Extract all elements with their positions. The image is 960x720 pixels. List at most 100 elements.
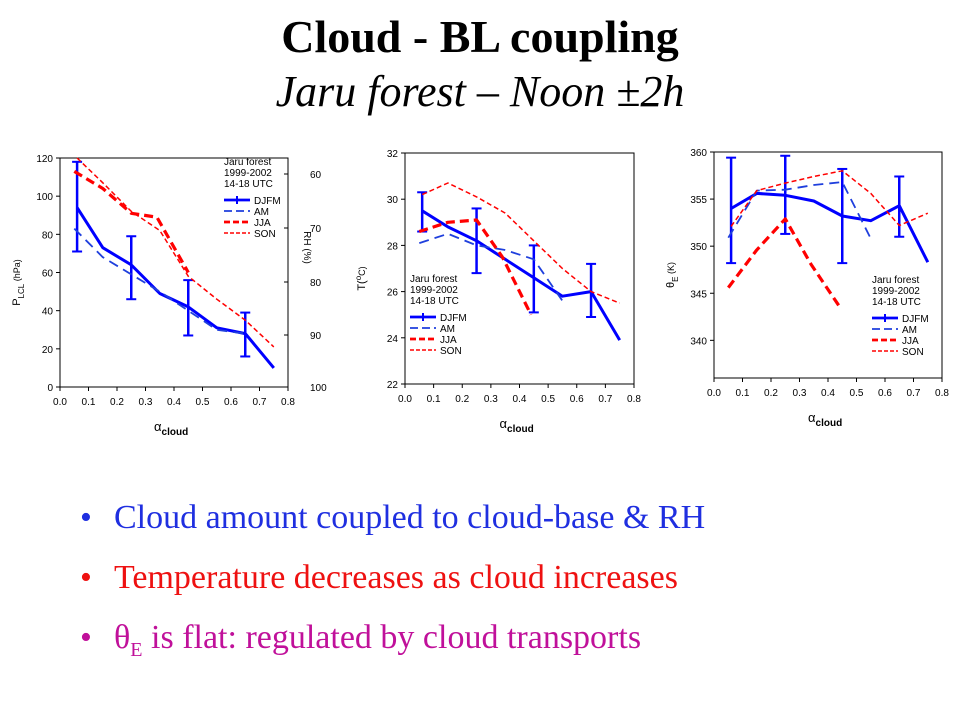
bullet-theta-subscript: E bbox=[130, 638, 143, 661]
y2-tick-label: 100 bbox=[310, 383, 327, 394]
y-tick-label: 360 bbox=[690, 148, 707, 159]
legend-site-label: Jaru forest bbox=[872, 275, 919, 286]
bullet-item-3: • θE is flat: regulated by cloud transpor… bbox=[80, 608, 705, 668]
legend-site-label: Jaru forest bbox=[224, 157, 271, 168]
x-tick-label: 0.7 bbox=[253, 397, 267, 408]
series-line-djfm bbox=[421, 209, 621, 341]
x-tick-label: 0.8 bbox=[281, 397, 295, 408]
y-axis-label: T(oC) bbox=[354, 266, 368, 290]
legend-entry-jja: JJA bbox=[902, 336, 919, 347]
series-line-am bbox=[73, 227, 246, 335]
bullet-dot-icon: • bbox=[80, 499, 92, 536]
x-tick-label: 0.5 bbox=[196, 397, 210, 408]
y-tick-label: 20 bbox=[42, 345, 54, 356]
x-tick-label: 0.6 bbox=[878, 388, 892, 399]
legend-hours-label: 14-18 UTC bbox=[872, 297, 921, 308]
series-line-djfm bbox=[730, 191, 930, 263]
y-tick-label: 345 bbox=[690, 289, 707, 300]
y-tick-label: 355 bbox=[690, 195, 707, 206]
series-line-jja bbox=[418, 218, 533, 316]
x-tick-label: 0.3 bbox=[139, 397, 153, 408]
x-tick-label: 0.2 bbox=[455, 394, 469, 405]
x-tick-label: 0.2 bbox=[764, 388, 778, 399]
y-tick-label: 30 bbox=[387, 195, 399, 206]
series-line-son bbox=[730, 170, 929, 227]
x-tick-label: 0.7 bbox=[907, 388, 921, 399]
y-tick-label: 0 bbox=[47, 383, 53, 394]
series-line-am bbox=[727, 181, 872, 240]
y-tick-label: 100 bbox=[36, 192, 53, 203]
x-tick-label: 0.5 bbox=[541, 394, 555, 405]
legend-hours-label: 14-18 UTC bbox=[224, 179, 273, 190]
x-tick-label: 0.8 bbox=[935, 388, 949, 399]
legend-entry-djfm: DJFM bbox=[902, 314, 929, 325]
y-tick-label: 120 bbox=[36, 154, 53, 165]
legend-years-label: 1999-2002 bbox=[410, 285, 458, 296]
bullet-item-1: • Cloud amount coupled to cloud-base & RH bbox=[80, 488, 705, 548]
x-tick-label: 0.4 bbox=[513, 394, 527, 405]
x-tick-label: 0.0 bbox=[53, 397, 67, 408]
y2-tick-label: 60 bbox=[310, 170, 322, 181]
bullet-theta-symbol: θ bbox=[114, 619, 131, 656]
bullet-text-3: is flat: regulated by cloud transports bbox=[142, 619, 642, 656]
x-axis-label: αcloud bbox=[808, 410, 842, 429]
legend-entry-djfm: DJFM bbox=[440, 313, 467, 324]
x-axis-label: αcloud bbox=[154, 419, 188, 438]
y-tick-label: 80 bbox=[42, 230, 54, 241]
y-axis-label: PLCL (hPa) bbox=[11, 259, 26, 306]
legend-entry-am: AM bbox=[254, 207, 269, 218]
x-axis-label: αcloud bbox=[500, 416, 534, 435]
chart-panel-3: 0.0 0.1 0.2 0.3 0.4 0.5 0.6 0.7 0.8 340 345 350 355 3… bbox=[665, 148, 949, 429]
y2-axis-label: RH (%) bbox=[301, 231, 312, 264]
x-tick-label: 0.4 bbox=[821, 388, 835, 399]
legend-entry-jja: JJA bbox=[440, 335, 457, 346]
y2-tick-label: 70 bbox=[310, 224, 322, 235]
y-tick-label: 28 bbox=[387, 241, 399, 252]
series-line-son bbox=[76, 157, 275, 348]
y2-tick-label: 80 bbox=[310, 278, 322, 289]
slide-subtitle: Jaru forest – Noon ±2h bbox=[275, 67, 685, 116]
chart-panel-2: 0.0 0.1 0.2 0.3 0.4 0.5 0.6 0.7 0.8 22 24 26 28 30 32 α… bbox=[354, 149, 641, 435]
legend-entry-am: AM bbox=[440, 324, 455, 335]
legend-entry-jja: JJA bbox=[254, 218, 271, 229]
x-tick-label: 0.7 bbox=[598, 394, 612, 405]
bullet-text-2: Temperature decreases as cloud increases bbox=[114, 559, 678, 596]
y2-tick-label: 90 bbox=[310, 331, 322, 342]
legend-hours-label: 14-18 UTC bbox=[410, 296, 459, 307]
x-tick-label: 0.3 bbox=[484, 394, 498, 405]
x-tick-label: 0.1 bbox=[427, 394, 441, 405]
y-tick-label: 350 bbox=[690, 242, 707, 253]
bullet-dot-icon: • bbox=[80, 619, 92, 656]
bullet-dot-icon: • bbox=[80, 559, 92, 596]
y-tick-label: 24 bbox=[387, 334, 399, 345]
x-tick-label: 0.3 bbox=[793, 388, 807, 399]
y-tick-label: 60 bbox=[42, 269, 54, 280]
legend-site-label: Jaru forest bbox=[410, 274, 457, 285]
x-tick-label: 0.0 bbox=[398, 394, 412, 405]
y-axis-label: θE (K) bbox=[665, 262, 680, 288]
x-tick-label: 0.2 bbox=[110, 397, 124, 408]
y-tick-label: 40 bbox=[42, 307, 54, 318]
plot-frame bbox=[59, 157, 289, 388]
series-line-jja bbox=[727, 217, 841, 308]
legend-entry-am: AM bbox=[902, 325, 917, 336]
x-tick-label: 0.1 bbox=[82, 397, 96, 408]
x-tick-label: 0.0 bbox=[707, 388, 721, 399]
bullet-list: • Cloud amount coupled to cloud-base & RH… bbox=[80, 488, 705, 668]
y-tick-label: 22 bbox=[387, 380, 399, 391]
legend-years-label: 1999-2002 bbox=[224, 168, 272, 179]
y-tick-label: 340 bbox=[690, 336, 707, 347]
series-line-son bbox=[421, 182, 620, 304]
x-tick-label: 0.6 bbox=[570, 394, 584, 405]
x-tick-label: 0.4 bbox=[167, 397, 181, 408]
legend-entry-son: SON bbox=[440, 346, 462, 357]
x-tick-label: 0.6 bbox=[224, 397, 238, 408]
y-tick-label: 26 bbox=[387, 288, 399, 299]
legend-years-label: 1999-2002 bbox=[872, 286, 920, 297]
chart-panel-1: 0.0 0.1 0.2 0.3 0.4 0.5 0.6 0.7 0.8 0 20 40 60 80 100 1… bbox=[11, 154, 327, 438]
y-tick-label: 32 bbox=[387, 149, 399, 160]
bullet-item-2: • Temperature decreases as cloud increase… bbox=[80, 548, 705, 608]
legend-entry-djfm: DJFM bbox=[254, 196, 281, 207]
